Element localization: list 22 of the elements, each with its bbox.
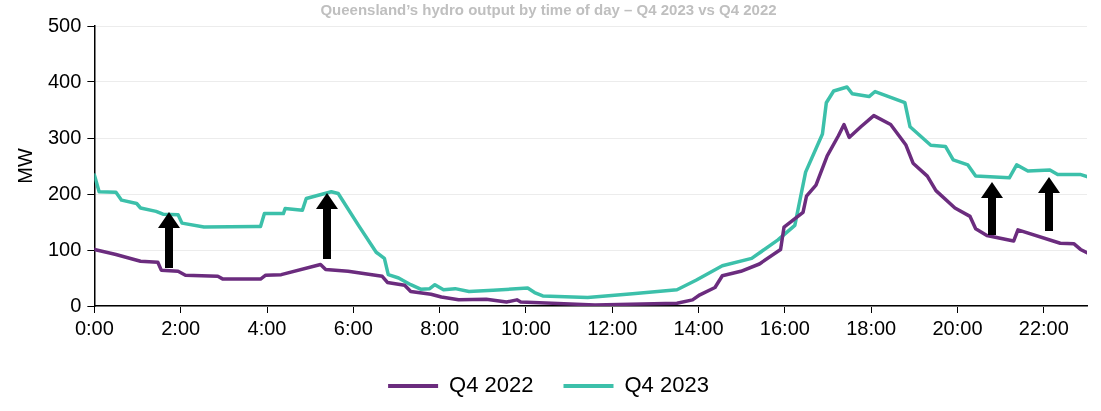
chart-title: Queensland’s hydro output by time of day – Q4 2023 vs Q4 2022 <box>320 1 777 19</box>
y-tick-label: 300 <box>47 125 82 148</box>
x-tick-label: 22:00 <box>1018 316 1069 339</box>
y-tick-label: 200 <box>47 181 82 204</box>
x-tick-label: 6:00 <box>333 316 373 339</box>
legend-label: Q4 2022 <box>449 372 534 398</box>
y-axis-title: MW <box>13 148 36 184</box>
x-tick-label: 16:00 <box>759 316 810 339</box>
y-tick-label: 500 <box>47 13 82 36</box>
x-tick-label: 20:00 <box>932 316 983 339</box>
y-tick-label: 400 <box>47 69 82 92</box>
x-tick-label: 2:00 <box>161 316 201 339</box>
legend-label: Q4 2023 <box>624 372 709 398</box>
x-tick-label: 12:00 <box>587 316 638 339</box>
y-tick-label: 100 <box>47 237 82 260</box>
x-tick-label: 4:00 <box>247 316 287 339</box>
x-tick-label: 8:00 <box>420 316 460 339</box>
y-tick-label: 0 <box>70 293 82 316</box>
x-tick-label: 10:00 <box>500 316 551 339</box>
x-tick-label: 0:00 <box>74 316 114 339</box>
x-tick-label: 18:00 <box>846 316 897 339</box>
x-tick-label: 14:00 <box>673 316 724 339</box>
